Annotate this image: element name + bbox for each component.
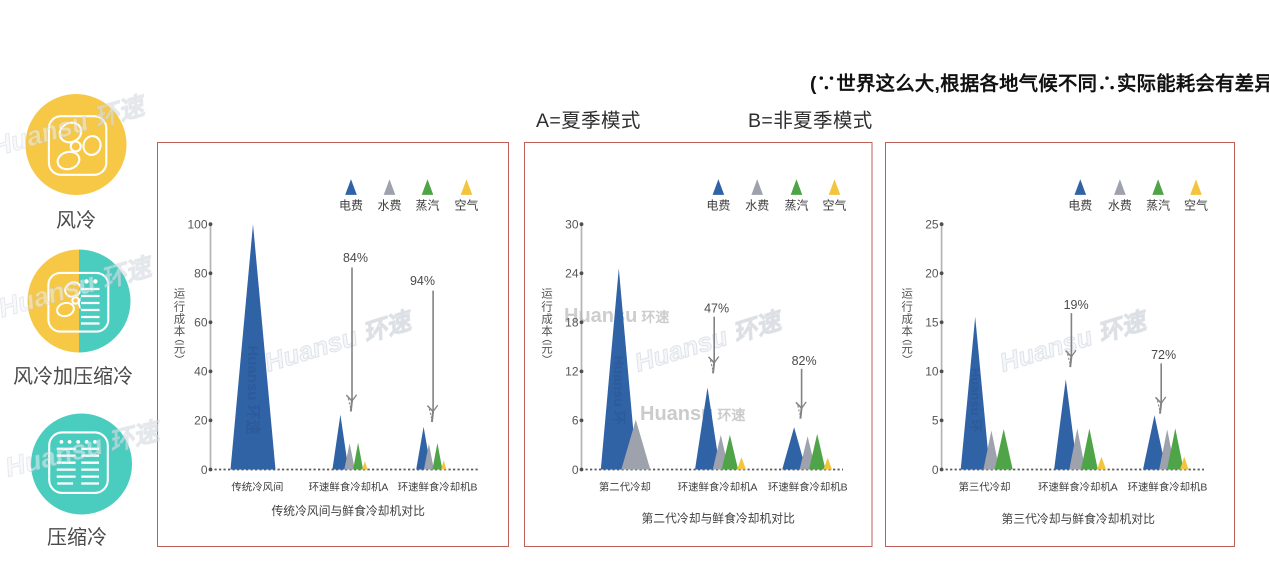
svg-text:72%: 72% [1151,348,1176,362]
svg-text:20: 20 [925,267,939,281]
svg-text:30: 30 [565,218,579,232]
svg-text:蒸汽: 蒸汽 [415,198,439,213]
svg-text:水费: 水费 [1108,199,1132,213]
svg-text:成: 成 [901,313,913,326]
svg-text:水费: 水费 [745,199,769,213]
svg-text:环速鲜食冷却机A: 环速鲜食冷却机A [678,481,758,494]
svg-text:Huansu 环速: Huansu 环速 [244,345,262,434]
svg-text:电费: 电费 [339,199,363,213]
svg-text:0: 0 [572,463,579,477]
svg-text:Huansu 环速: Huansu 环速 [2,415,165,483]
svg-text:10: 10 [925,365,939,379]
svg-text:运: 运 [174,288,186,301]
svg-text:5: 5 [932,414,939,428]
svg-text:84%: 84% [343,251,368,265]
svg-text:15: 15 [925,316,939,330]
svg-text:空气: 空气 [822,198,846,213]
svg-text:Huansu 环速: Huansu 环速 [0,250,158,323]
svg-text:行: 行 [541,300,553,313]
svg-text:本: 本 [901,324,913,338]
svg-text:24: 24 [565,267,579,281]
svg-text:成: 成 [174,313,186,326]
svg-text:第二代冷却: 第二代冷却 [599,481,651,494]
svg-text:运: 运 [541,288,553,301]
svg-text:0: 0 [201,463,208,477]
svg-text:空气: 空气 [454,198,478,213]
svg-text:环速鲜食冷却机B: 环速鲜食冷却机B [398,481,478,494]
svg-text:第二代冷却与鲜食冷却机对比: 第二代冷却与鲜食冷却机对比 [642,511,796,525]
svg-text:元: 元 [541,344,553,356]
svg-text:80: 80 [194,267,208,281]
svg-text:环速鲜食冷却机A: 环速鲜食冷却机A [309,481,389,494]
svg-text:第三代冷却: 第三代冷却 [959,481,1011,494]
svg-text:蒸汽: 蒸汽 [784,198,808,213]
svg-text:传统冷风间与鲜食冷却机对比: 传统冷风间与鲜食冷却机对比 [272,504,426,518]
svg-text:20: 20 [194,414,208,428]
svg-text:元: 元 [174,344,186,356]
svg-text:行: 行 [174,300,186,313]
svg-text:100: 100 [187,218,207,232]
svg-text:94%: 94% [410,274,435,288]
svg-text:Huansu 环: Huansu 环 [968,368,983,432]
svg-text:蒸汽: 蒸汽 [1146,198,1170,213]
svg-text:本: 本 [541,324,553,338]
svg-text:40: 40 [194,365,208,379]
svg-text:Huansu 环速: Huansu 环速 [261,304,418,378]
svg-text:元: 元 [901,344,913,356]
svg-text:19%: 19% [1064,298,1089,312]
svg-text:60: 60 [194,316,208,330]
svg-text:运: 运 [901,288,913,301]
svg-text:行: 行 [901,300,913,313]
svg-text:电费: 电费 [1068,199,1092,213]
svg-text:47%: 47% [704,302,729,316]
svg-text:82%: 82% [792,354,817,368]
svg-text:成: 成 [541,313,553,326]
svg-text:空气: 空气 [1184,198,1208,213]
svg-text:环速鲜食冷却机B: 环速鲜食冷却机B [768,481,848,494]
svg-text:25: 25 [925,218,939,232]
svg-text:6: 6 [572,414,579,428]
svg-text:18: 18 [565,316,579,330]
svg-text:环速鲜食冷却机B: 环速鲜食冷却机B [1128,481,1208,494]
svg-text:本: 本 [174,324,186,338]
svg-text:第三代冷却与鲜食冷却机对比: 第三代冷却与鲜食冷却机对比 [1002,512,1156,526]
svg-text:Huansu 环速: Huansu 环速 [0,89,151,162]
svg-text:Huansu 环: Huansu 环 [611,355,627,424]
svg-text:传统冷风间: 传统冷风间 [231,481,283,494]
svg-text:环速鲜食冷却机A: 环速鲜食冷却机A [1038,481,1118,494]
svg-text:12: 12 [565,365,579,379]
svg-text:水费: 水费 [377,199,401,213]
svg-text:Huansu 环速: Huansu 环速 [996,304,1153,378]
svg-text:电费: 电费 [706,199,730,213]
svg-text:0: 0 [932,463,939,477]
